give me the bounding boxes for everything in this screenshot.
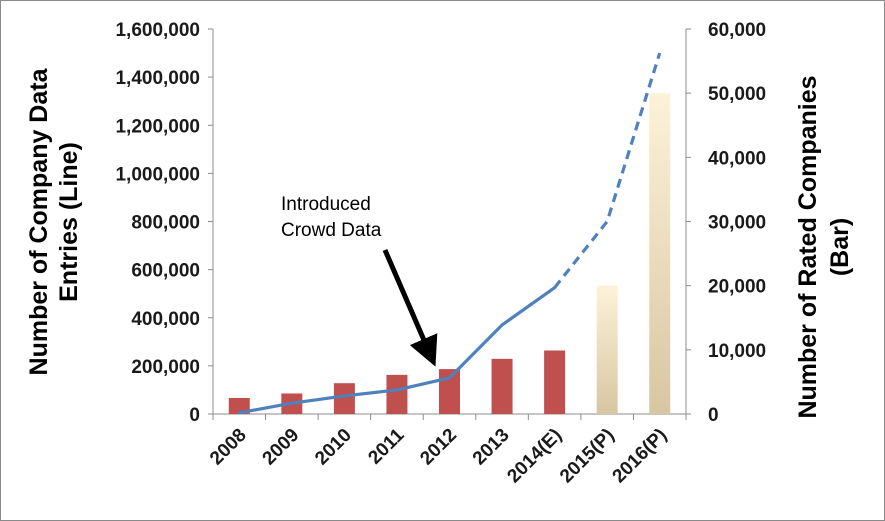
right-tick-label: 20,000: [708, 277, 766, 298]
left-tick-label: 800,000: [131, 213, 200, 234]
annotation-text: Introduced: [281, 194, 371, 215]
bar: [544, 350, 566, 414]
annotation: Introduced Crowd Data: [281, 194, 438, 367]
right-axis-title-line: Number of Rated Companies: [794, 75, 822, 418]
left-tick-label: 0: [189, 405, 200, 426]
x-tick-label: 2013: [469, 425, 514, 470]
annotation-arrow: [382, 249, 438, 367]
x-tick-label: 2016(P): [609, 425, 672, 488]
right-tick-label: 50,000: [708, 84, 766, 105]
left-tick-label: 1,600,000: [115, 20, 200, 41]
left-tick-label: 1,000,000: [115, 164, 200, 185]
right-axis-title: Number of Rated Companies (Bar): [794, 75, 854, 418]
left-axis-ticks: 0 200,000 400,000 600,000 800,000 1,000,000 1,…: [115, 20, 213, 426]
x-tick-label: 2011: [364, 424, 408, 468]
line-projected-segment: [553, 52, 662, 289]
left-axis-title-line: Number of Company Data: [25, 67, 53, 375]
bar: [596, 285, 618, 414]
left-axis-title-line: Entries (Line): [55, 142, 83, 302]
bar: [386, 374, 408, 414]
right-axis-ticks: 0 10,000 20,000 30,000 40,000 50,000 60,000: [686, 20, 766, 426]
x-tick-label: 2012: [416, 425, 461, 470]
right-tick-label: 30,000: [708, 213, 766, 234]
bar: [491, 358, 513, 414]
bar-series: [228, 93, 671, 415]
bar: [649, 93, 671, 415]
x-tick-label: 2008: [206, 425, 251, 470]
x-tick-label: 2015(P): [556, 425, 619, 488]
right-tick-label: 60,000: [708, 20, 766, 41]
right-tick-label: 0: [708, 405, 719, 426]
left-tick-label: 600,000: [131, 261, 200, 282]
x-tick-label: 2014(E): [503, 425, 566, 488]
right-axis-title-line: (Bar): [826, 218, 854, 276]
x-tick-label: 2010: [311, 425, 356, 470]
x-axis-labels: 2008 2009 2010 2011 2012 20132014(E)2015(P)20…: [206, 424, 671, 487]
left-tick-label: 200,000: [131, 357, 200, 378]
bar: [333, 383, 355, 414]
line-solid-segment: [237, 286, 557, 415]
left-axis-title: Number of Company Data Entries (Line): [25, 67, 83, 375]
bar: [228, 397, 250, 414]
right-tick-label: 10,000: [708, 341, 766, 362]
left-tick-label: 1,200,000: [115, 116, 200, 137]
left-tick-label: 400,000: [131, 309, 200, 330]
line-series: [237, 52, 662, 415]
annotation-text: Crowd Data: [281, 220, 382, 241]
x-tick-label: 2009: [259, 425, 304, 470]
left-tick-label: 1,400,000: [115, 68, 200, 89]
right-tick-label: 40,000: [708, 148, 766, 169]
